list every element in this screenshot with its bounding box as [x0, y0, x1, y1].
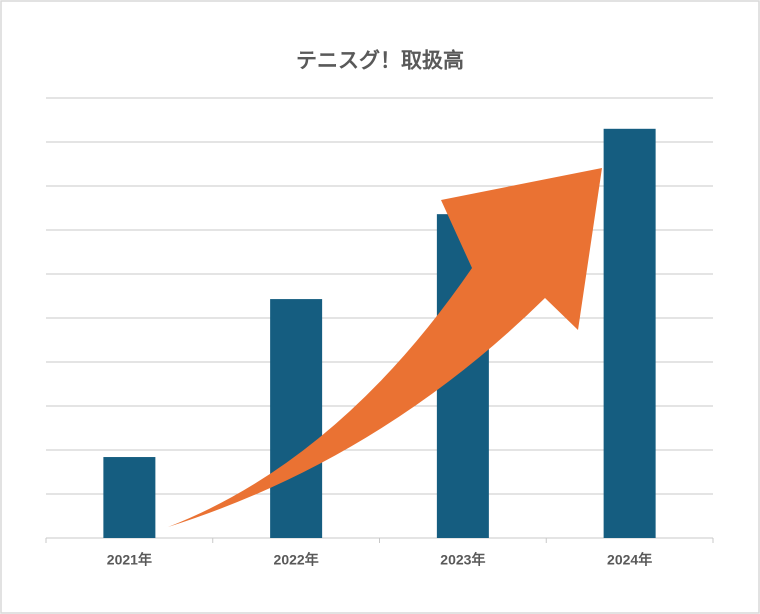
- bars: [103, 128, 656, 539]
- chart-title: テニスグ！取扱高: [296, 49, 464, 73]
- bar: [603, 128, 656, 539]
- x-tick-label: 2022年: [274, 552, 319, 568]
- bar: [270, 299, 323, 538]
- axis-labels: 2021年 2022年 2023年 2024年: [107, 552, 652, 568]
- bar: [103, 457, 156, 538]
- grid: [45, 97, 714, 543]
- growth-arrow: [168, 168, 602, 527]
- x-tick-label: 2021年: [107, 552, 152, 568]
- x-tick-label: 2023年: [440, 552, 485, 568]
- x-tick-label: 2024年: [607, 552, 652, 568]
